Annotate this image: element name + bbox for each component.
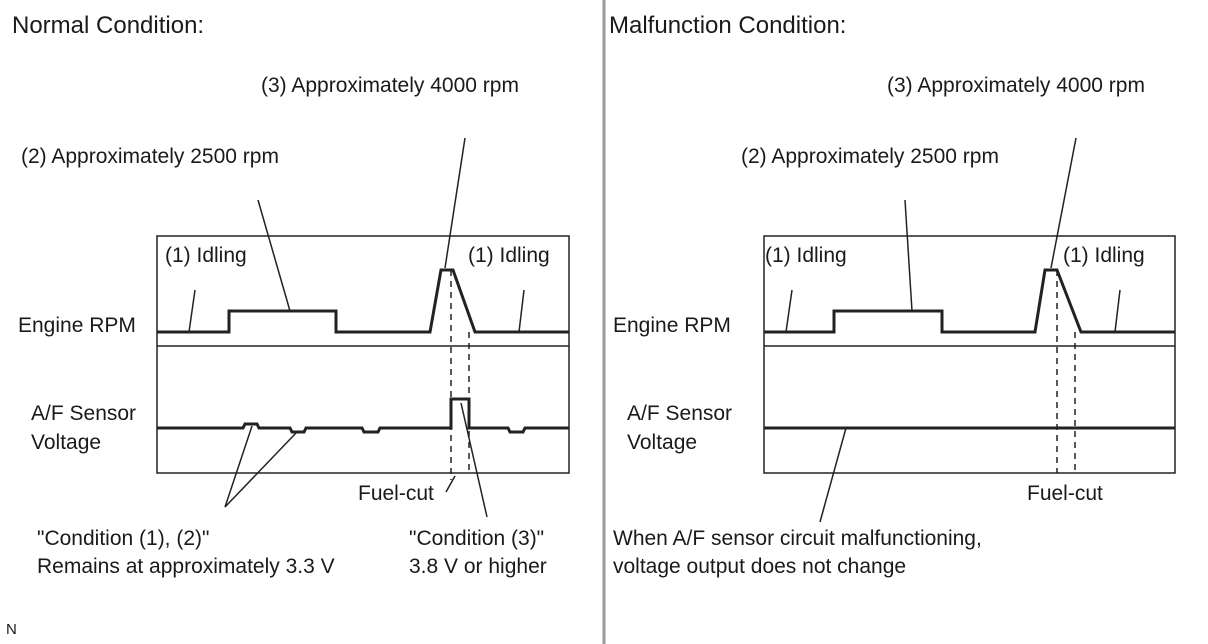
normal-idling-left-label: (1) Idling <box>165 244 247 267</box>
normal-condition3-line2: 3.8 V or higher <box>409 555 547 578</box>
malfunction-leader-note <box>819 427 847 523</box>
malfunction-leader-idling-left <box>785 289 793 333</box>
normal-rpm-2500-label: (2) Approximately 2500 rpm <box>21 145 279 168</box>
malfunction-leader-4000 <box>1050 137 1077 269</box>
normal-leader-condition3 <box>460 402 488 518</box>
malfunction-chart-frame <box>763 235 1176 474</box>
malfunction-af-sensor-label-line2: Voltage <box>627 431 698 454</box>
malfunction-rpm-4000-label: (3) Approximately 4000 rpm <box>887 74 1145 97</box>
malfunction-note-line1: When A/F sensor circuit malfunctioning, <box>613 527 982 550</box>
malfunction-idling-left-label: (1) Idling <box>765 244 847 267</box>
normal-condition12-line2: Remains at approximately 3.3 V <box>37 555 335 578</box>
normal-chart <box>156 137 570 518</box>
normal-leader-2500 <box>257 199 291 312</box>
malfunction-af-sensor-label-line1: A/F Sensor <box>627 402 733 425</box>
normal-rpm-4000-label: (3) Approximately 4000 rpm <box>261 74 519 97</box>
normal-fuel-cut-label: Fuel-cut <box>358 482 434 505</box>
normal-condition12-line1: "Condition (1), (2)" <box>37 527 210 550</box>
malfunction-leader-2500 <box>904 199 913 312</box>
normal-rpm-trace <box>157 268 569 334</box>
normal-af-voltage-trace <box>157 397 569 434</box>
malfunction-idling-right-label: (1) Idling <box>1063 244 1145 267</box>
normal-leader-condition12-a <box>224 425 253 508</box>
malfunction-note-line2: voltage output does not change <box>613 555 907 578</box>
normal-leader-idling-left <box>188 289 196 333</box>
malfunction-fuel-cut-label: Fuel-cut <box>1027 482 1103 505</box>
normal-condition3-line1: "Condition (3)" <box>409 527 545 550</box>
malfunction-chart <box>763 137 1176 523</box>
normal-engine-rpm-label: Engine RPM <box>18 314 136 337</box>
normal-leader-idling-right <box>518 289 525 333</box>
malfunction-rpm-2500-label: (2) Approximately 2500 rpm <box>741 145 999 168</box>
normal-leader-condition12-b <box>224 431 298 508</box>
malfunction-leader-idling-right <box>1114 289 1121 333</box>
normal-leader-4000 <box>444 137 466 269</box>
malfunction-rpm-trace <box>764 268 1175 334</box>
malfunction-title: Malfunction Condition: <box>609 12 847 39</box>
normal-leader-fuel-cut <box>445 475 456 493</box>
normal-af-sensor-label-line2: Voltage <box>31 431 102 454</box>
normal-af-sensor-label-line1: A/F Sensor <box>31 402 137 425</box>
corner-mark: N <box>6 621 17 638</box>
normal-title: Normal Condition: <box>12 12 205 39</box>
malfunction-engine-rpm-label: Engine RPM <box>613 314 731 337</box>
normal-idling-right-label: (1) Idling <box>468 244 550 267</box>
normal-chart-frame <box>156 235 570 474</box>
